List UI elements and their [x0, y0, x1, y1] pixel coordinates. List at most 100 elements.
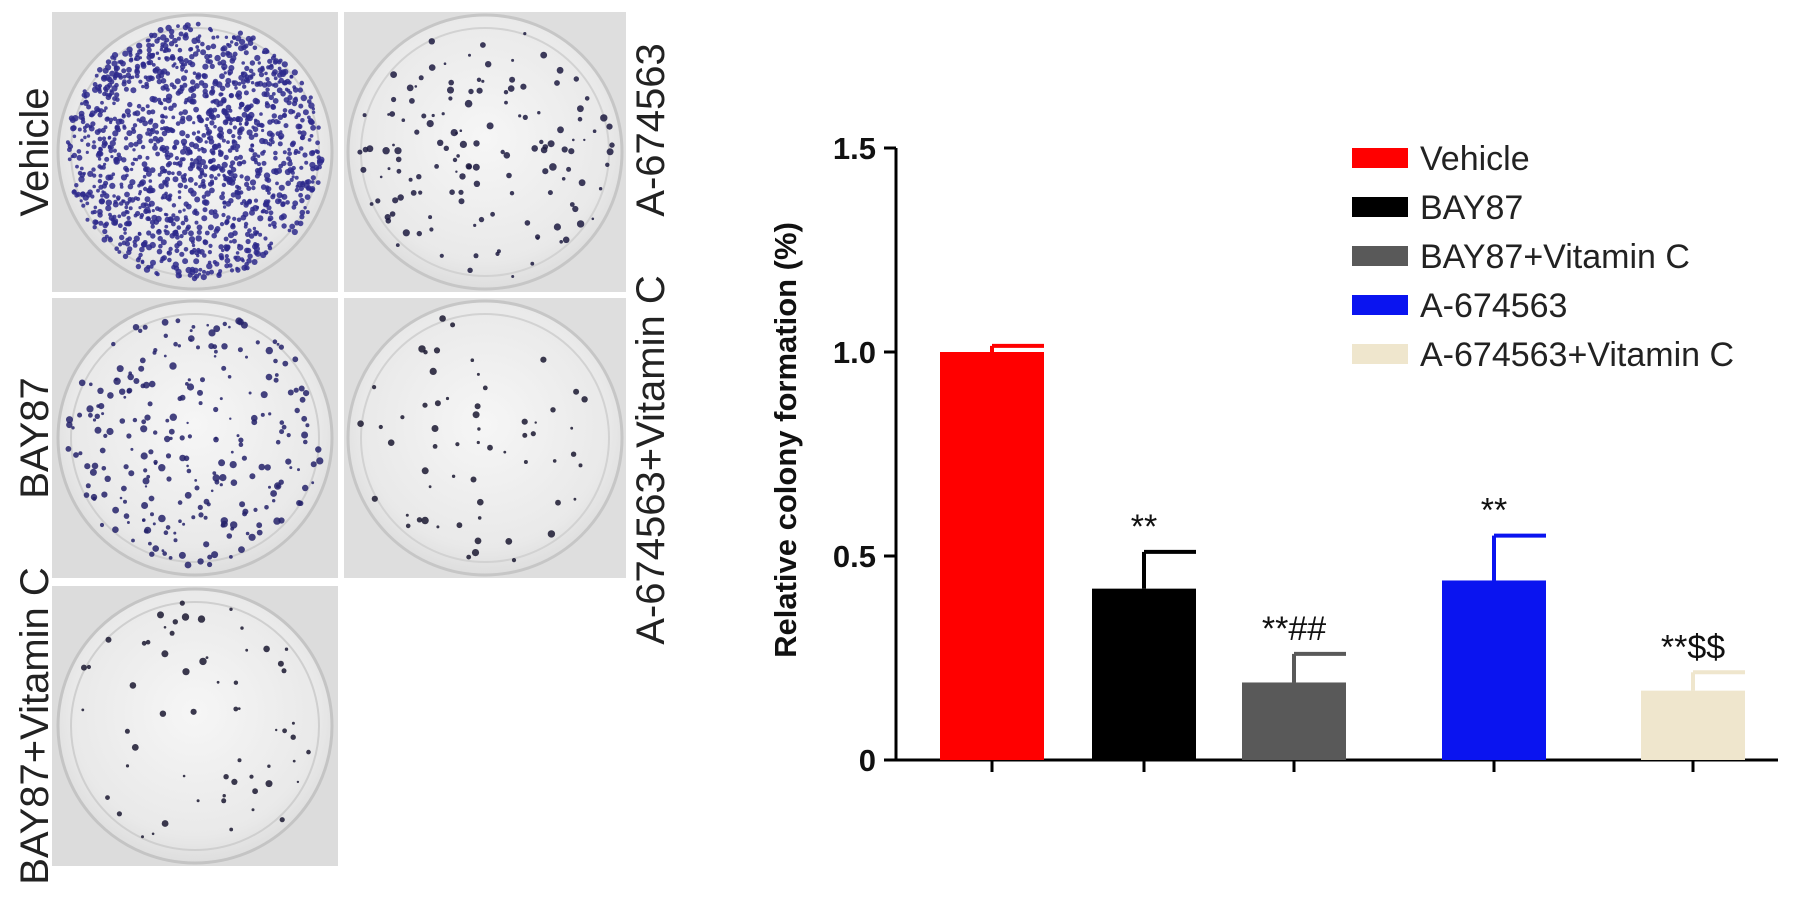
colony-dot [264, 71, 268, 76]
colony-dot [232, 51, 238, 57]
colony-dot [266, 177, 272, 183]
colony-dot [297, 468, 300, 472]
colony-dot [466, 554, 472, 560]
colony-dot [536, 236, 540, 240]
colony-dot [281, 61, 288, 68]
colony-dot [223, 177, 228, 182]
y-tick-label: 1.0 [833, 335, 876, 370]
colony-dot [91, 462, 99, 470]
colony-dot [449, 189, 455, 195]
colony-dot [158, 464, 166, 472]
colony-dot [164, 224, 169, 229]
colony-dot [275, 167, 283, 174]
colony-dot [282, 728, 287, 734]
colony-dot [316, 457, 324, 465]
colony-dot [149, 32, 154, 38]
colony-dot [239, 190, 244, 195]
colony-dot [97, 387, 104, 394]
colony-dot [161, 820, 169, 827]
colony-dot [104, 106, 108, 110]
colony-dot [75, 164, 79, 169]
colony-dot [133, 213, 138, 218]
colony-dot [235, 93, 240, 98]
colony-dot [262, 149, 266, 154]
colony-dot [572, 138, 575, 142]
colony-dot [206, 262, 213, 270]
plate-label-bay87-vitamin-c: BAY87+Vitamin C [13, 567, 57, 885]
colony-dot [277, 72, 283, 78]
colony-dot [261, 160, 267, 166]
colony-dot [316, 125, 321, 130]
colony-dot [80, 102, 84, 106]
legend-swatch [1352, 344, 1408, 364]
colony-dot [218, 459, 226, 467]
colony-dot [467, 267, 473, 273]
colony-dot [76, 154, 83, 161]
plate-bay87 [52, 298, 338, 578]
colony-dot [302, 152, 308, 158]
colony-dot [238, 154, 243, 160]
colony-dot [578, 179, 586, 187]
colony-dot [287, 94, 293, 101]
colony-dot [98, 146, 103, 151]
colony-dot [161, 114, 165, 119]
colony-dot [67, 157, 72, 162]
colony-dot [416, 517, 423, 523]
colony-dot [301, 415, 308, 422]
colony-dot [163, 180, 169, 186]
colony-dot [182, 229, 188, 236]
colony-dot [90, 194, 95, 199]
colony-dot [196, 229, 202, 235]
colony-dot [169, 362, 177, 370]
colony-dot [291, 100, 298, 107]
colony-dot [142, 324, 148, 330]
colony-dot [220, 523, 226, 528]
colony-dot [134, 73, 140, 79]
colony-dot [122, 50, 129, 57]
colony-dot [179, 394, 186, 401]
colony-dot [152, 145, 158, 151]
colony-dot [266, 199, 271, 203]
colony-dot [227, 375, 232, 379]
colony-dot [423, 350, 428, 355]
colony-dot [172, 144, 177, 149]
colony-dot [205, 656, 209, 659]
colony-dot [97, 208, 103, 215]
colony-dot [518, 114, 522, 118]
significance-label: ** [1481, 492, 1507, 530]
colony-dot [180, 64, 186, 70]
colony-dot [458, 189, 464, 195]
colony-dot [186, 383, 195, 391]
colony-dot [269, 241, 274, 246]
colony-dot [191, 131, 196, 136]
colony-dot [157, 100, 163, 105]
colony-dot [537, 111, 541, 115]
colony-dot [139, 246, 145, 253]
colony-dot [520, 83, 527, 90]
colony-dot [172, 37, 178, 44]
colony-dot [132, 324, 140, 331]
colony-dot [224, 246, 230, 252]
colony-dot [139, 357, 146, 364]
colony-dot [194, 273, 200, 279]
colony-dot [184, 69, 189, 74]
colony-dot [112, 526, 119, 533]
colony-dot [280, 194, 284, 198]
colony-dot [279, 817, 285, 823]
colony-dot [129, 167, 134, 172]
colony-dot [176, 225, 182, 230]
colony-dot [107, 237, 113, 243]
colony-dot [114, 92, 120, 98]
colony-dot [130, 161, 135, 166]
colony-dot [208, 243, 213, 248]
colony-dot [151, 209, 155, 213]
colony-dot [224, 35, 229, 39]
colony-dot [450, 129, 458, 137]
colony-dot [157, 172, 162, 177]
colony-dot [292, 759, 296, 763]
colony-dot [156, 248, 163, 255]
colony-dot [202, 239, 208, 245]
colony-dot [209, 269, 214, 275]
colony-dot [208, 209, 215, 216]
colony-dot [224, 263, 230, 269]
